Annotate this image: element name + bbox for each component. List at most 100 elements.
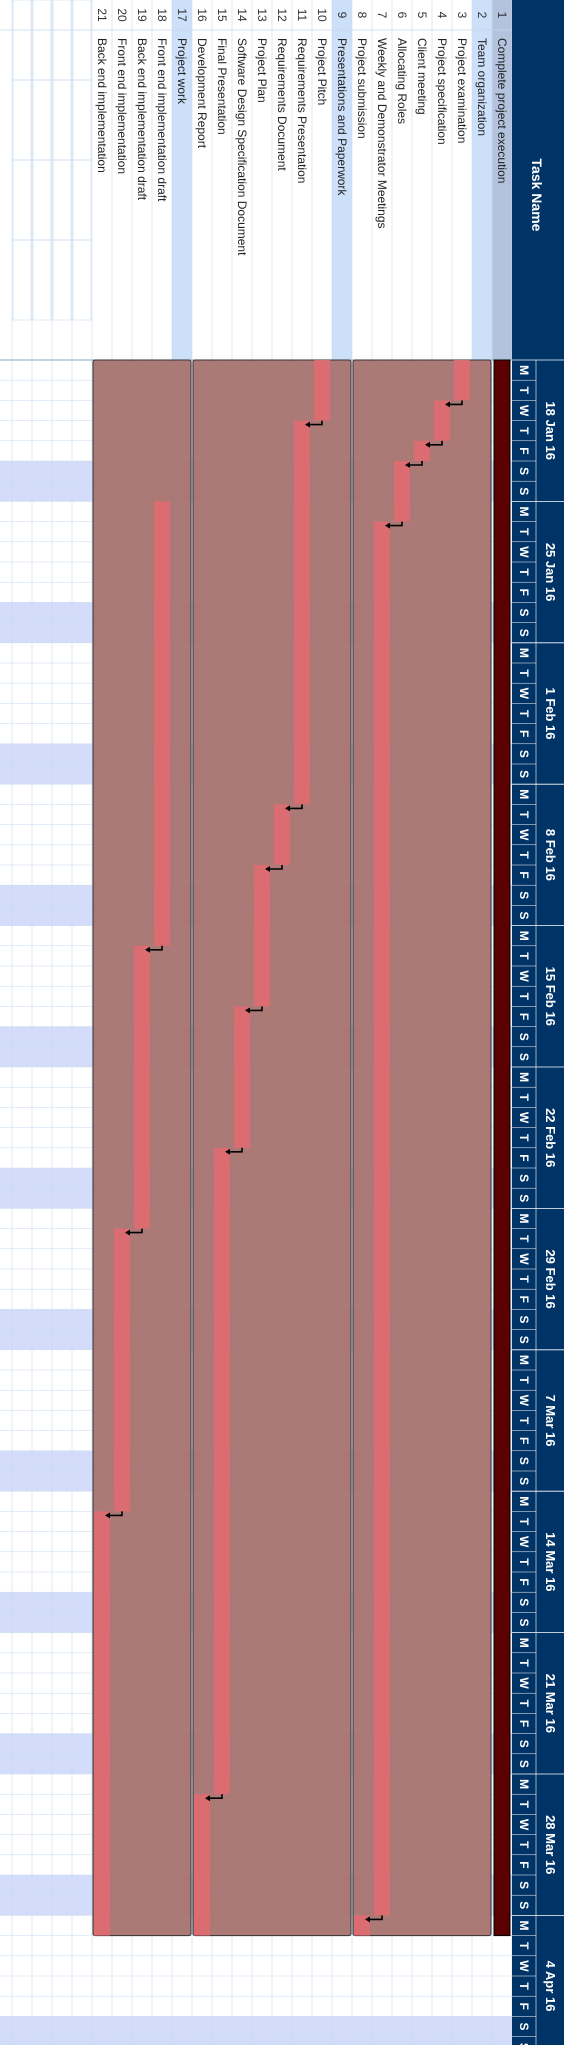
day-letter: T (517, 1982, 531, 1990)
day-letter: T (517, 387, 531, 395)
task-bar (314, 360, 330, 421)
day-letter: M (517, 1496, 531, 1506)
day-letter: T (517, 528, 531, 536)
task-row-highlight (172, 0, 192, 360)
dependency-arrow-icon (125, 1229, 130, 1236)
day-letter: S (517, 467, 531, 475)
week-label: 14 Mar 16 (543, 1532, 558, 1591)
empty-cell (12, 239, 32, 321)
summary-bar (352, 359, 492, 1937)
day-letter: F (517, 589, 531, 596)
dependency-link (128, 1228, 143, 1234)
day-letter: T (517, 1801, 531, 1809)
day-letter: T (517, 1942, 531, 1950)
day-letter: S (517, 2022, 531, 2030)
task-name: Project submission (355, 38, 369, 139)
task-number: 7 (375, 12, 389, 19)
task-number: 19 (135, 8, 149, 22)
summary-bar (192, 359, 352, 1937)
task-bar (214, 1147, 230, 1795)
day-letter: M (517, 648, 531, 658)
task-name: Project specification (435, 38, 449, 145)
task-name: Final Presentation (215, 38, 229, 135)
week-label: 15 Feb 16 (543, 967, 558, 1026)
task-bar (394, 461, 410, 522)
task-number: 11 (295, 9, 309, 22)
dependency-link (148, 945, 163, 951)
task-number: 20 (115, 8, 129, 22)
day-letter: T (517, 1700, 531, 1708)
week-label: 1 Feb 16 (543, 687, 558, 739)
dependency-link (208, 1794, 223, 1799)
day-letter: W (517, 1819, 531, 1831)
day-letter: S (517, 1457, 531, 1465)
day-letter: T (517, 1659, 531, 1667)
day-letter: S (517, 750, 531, 758)
task-number: 5 (415, 12, 429, 19)
day-letter: F (517, 1437, 531, 1444)
task-number: 10 (315, 8, 329, 22)
dependency-link (368, 1915, 383, 1921)
task-bar (154, 501, 170, 946)
task-number: 14 (235, 8, 249, 22)
day-letter: S (517, 1174, 531, 1182)
day-letter: T (517, 1417, 531, 1425)
day-letter: M (517, 507, 531, 517)
day-letter: F (517, 1861, 531, 1868)
dependency-arrow-icon (225, 1148, 230, 1155)
day-letter: F (517, 447, 531, 454)
task-name: Project examination (455, 38, 469, 143)
dependency-arrow-icon (265, 866, 270, 872)
task-name: Project Plan (255, 38, 269, 103)
task-number: 8 (355, 12, 369, 19)
task-bar (114, 1228, 130, 1512)
task-number: 18 (155, 8, 169, 22)
day-letter: S (517, 1053, 531, 1061)
day-letter: T (517, 1841, 531, 1849)
day-letter: S (517, 911, 531, 919)
task-row-highlight (472, 0, 492, 360)
task-number: 9 (335, 12, 349, 19)
task-bar (434, 400, 450, 441)
task-bar (234, 1006, 250, 1148)
task-bar (454, 360, 470, 401)
day-letter: F (517, 2003, 531, 2010)
task-name: Requirements Presentation (295, 38, 309, 183)
task-name: Front end implementation (115, 38, 129, 174)
day-letter: T (517, 952, 531, 960)
task-row-highlight (492, 0, 512, 360)
task-name: Team organization (475, 38, 489, 136)
day-letter: M (517, 1355, 531, 1365)
day-letter: F (517, 1296, 531, 1303)
day-letter: S (517, 1881, 531, 1889)
day-letter: T (517, 811, 531, 819)
dependency-link (428, 440, 443, 446)
day-letter: W (517, 970, 531, 982)
task-number: 6 (395, 12, 409, 19)
dependency-link (408, 461, 423, 466)
task-name: Back end implementation draft (135, 38, 149, 201)
day-letter: T (517, 669, 531, 677)
day-letter: W (517, 1253, 531, 1265)
day-letter: F (517, 1154, 531, 1161)
task-name: Presentations and Paperwork (335, 38, 349, 196)
day-letter: W (517, 688, 531, 700)
day-letter: W (517, 1112, 531, 1124)
task-name: Project Pitch (315, 38, 329, 105)
task-name: Software Design Specification Document (235, 38, 249, 256)
task-bar (274, 804, 290, 866)
dependency-arrow-icon (305, 421, 310, 428)
dependency-arrow-icon (105, 1512, 110, 1519)
task-name: Front end implementation draft (155, 38, 169, 202)
task-number: 2 (475, 12, 489, 19)
week-label: 22 Feb 16 (543, 1108, 558, 1167)
day-letter: M (517, 789, 531, 799)
week-label: 7 Mar 16 (543, 1394, 558, 1446)
day-letter: M (517, 1779, 531, 1789)
week-label: 25 Jan 16 (543, 543, 558, 602)
day-letter: S (517, 487, 531, 495)
week-label: 28 Mar 16 (543, 1815, 558, 1874)
day-letter: S (517, 1598, 531, 1606)
